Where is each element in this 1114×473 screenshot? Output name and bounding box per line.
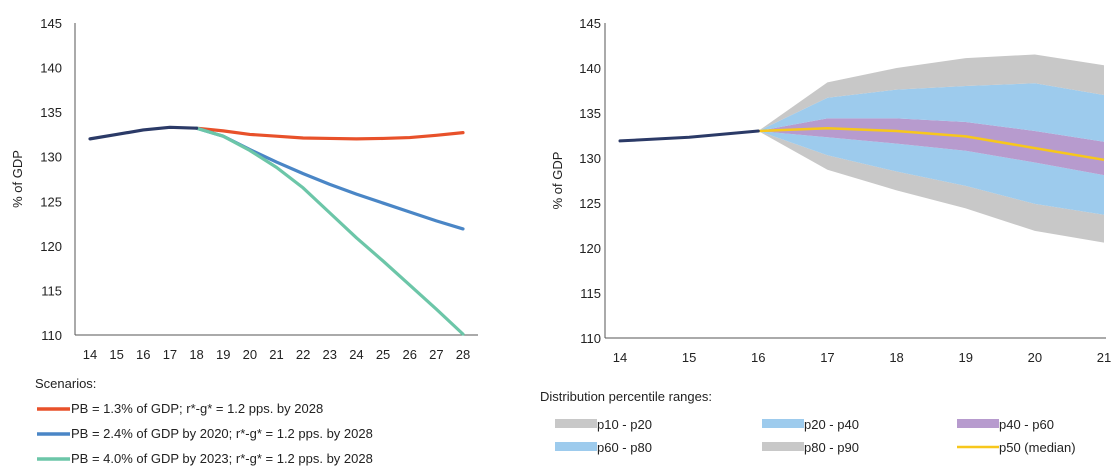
right-legend-swatch [762,419,804,428]
left-x-tick-label: 24 [349,347,363,362]
left-x-tick-label: 25 [376,347,390,362]
right-x-tick-label: 21 [1097,350,1111,365]
left-y-tick-label: 125 [40,194,62,209]
right-x-tick-label: 15 [682,350,696,365]
right-y-tick-label: 130 [579,151,601,166]
left-x-tick-label: 21 [269,347,283,362]
right-y-tick-label: 125 [579,196,601,211]
fan-band [758,131,1104,243]
right-x-tick-label: 16 [751,350,765,365]
median-line [758,127,1105,162]
left-x-tick-label: 19 [216,347,230,362]
right-y-tick-label: 110 [580,331,601,346]
left-y-tick-label: 145 [40,16,62,31]
right-legend-label: p20 - p40 [804,417,859,432]
right-y-tick-label: 140 [579,61,601,76]
right-x-tick-label: 18 [889,350,903,365]
right-x-tick-label: 20 [1028,350,1042,365]
left-y-tick-label: 120 [40,239,62,254]
left-x-tick-label: 28 [456,347,470,362]
left-x-tick-label: 15 [109,347,123,362]
right-x-tick-label: 17 [820,350,834,365]
left-x-tick-label: 26 [402,347,416,362]
right-legend-swatch [957,419,999,428]
left-x-tick-label: 17 [163,347,177,362]
left-x-tick-label: 22 [296,347,310,362]
left-history-line [88,125,199,141]
right-legend-label: p50 (median) [999,440,1076,455]
right-y-tick-label: 115 [580,286,601,301]
left-x-tick-label: 16 [136,347,150,362]
right-legend-title: Distribution percentile ranges: [540,389,712,404]
right-chart: 110 115 120 125 130 135 140 145 14 15 16 17 18 19 20 21… [540,16,1111,455]
right-y-tick-label: 135 [579,106,601,121]
right-legend-swatch [555,419,597,428]
left-series-line [194,126,465,141]
right-x-tick-label: 19 [958,350,972,365]
right-y-tick-label: 145 [579,16,601,31]
left-y-axis-label: % of GDP [10,150,25,208]
left-x-tick-label: 14 [83,347,97,362]
fan-band [758,54,1104,131]
fan-band [758,131,1104,215]
left-series-line [194,126,465,336]
right-x-tick-label: 14 [613,350,627,365]
left-x-tick-label: 23 [323,347,337,362]
right-legend-swatch [555,442,597,451]
left-legend-label: PB = 4.0% of GDP by 2023; r*-g* = 1.2 pp… [71,451,373,466]
left-y-tick-label: 115 [41,283,62,298]
right-legend-label: p60 - p80 [597,440,652,455]
right-legend-label: p10 - p20 [597,417,652,432]
left-y-tick-label: 130 [40,150,62,165]
right-y-tick-label: 120 [579,241,601,256]
right-legend-label: p80 - p90 [804,440,859,455]
left-legend-label: PB = 2.4% of GDP by 2020; r*-g* = 1.2 pp… [71,426,373,441]
left-x-tick-label: 20 [243,347,257,362]
fan-band [758,118,1104,176]
left-legend-label: PB = 1.3% of GDP; r*-g* = 1.2 pps. by 20… [71,401,323,416]
right-legend-label: p40 - p60 [999,417,1054,432]
left-y-tick-label: 140 [40,61,62,76]
fan-band [758,83,1104,142]
left-chart: 110 115 120 125 130 135 140 145 14 15 16 17 18 19 20 21… [10,16,478,466]
right-y-axis-label: % of GDP [550,152,565,210]
left-x-tick-label: 27 [429,347,443,362]
right-history-line [618,129,760,143]
left-legend-title: Scenarios: [35,376,96,391]
left-x-tick-label: 18 [189,347,203,362]
left-y-tick-label: 110 [41,328,62,343]
left-y-tick-label: 135 [40,105,62,120]
right-legend-swatch [762,442,804,451]
